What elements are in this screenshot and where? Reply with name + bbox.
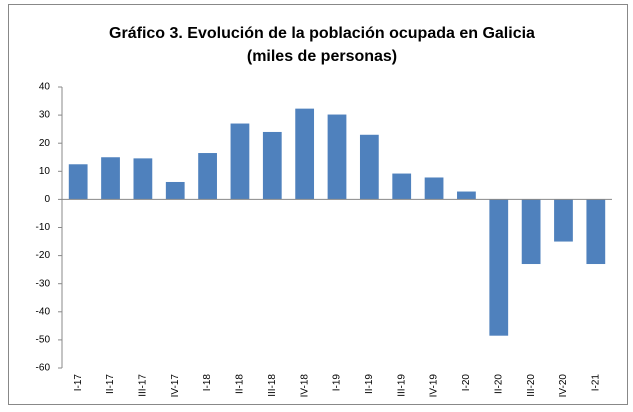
y-tick-label: -30	[36, 278, 51, 289]
y-tick-label: 10	[39, 166, 51, 177]
chart-title: Gráfico 3. Evolución de la población ocu…	[109, 25, 535, 42]
y-tick-label: 30	[39, 110, 51, 121]
x-tick-label: II-19	[364, 374, 375, 394]
y-tick-label: -50	[36, 335, 51, 346]
bar	[457, 191, 476, 200]
bar	[230, 123, 250, 200]
x-tick-label: III-19	[396, 374, 407, 397]
x-tick-label: III-20	[526, 374, 537, 397]
bar	[489, 199, 509, 336]
y-tick-label: 40	[39, 82, 51, 93]
bar	[295, 108, 315, 200]
x-tick-label: I-21	[590, 374, 601, 392]
bar	[198, 153, 217, 200]
chart-subtitle: (miles de personas)	[247, 48, 397, 65]
y-tick-label: -20	[36, 250, 51, 261]
bar	[101, 157, 120, 200]
bar	[392, 173, 412, 200]
x-tick-label: IV-17	[170, 374, 181, 398]
x-tick-label: II-17	[105, 374, 116, 394]
x-tick-label: II-20	[493, 374, 504, 394]
x-tick-label: I-19	[332, 374, 343, 392]
bar	[165, 181, 185, 200]
bar	[359, 134, 379, 200]
bar	[262, 131, 282, 200]
x-tick-label: I-20	[461, 374, 472, 392]
bar	[521, 199, 541, 265]
bar	[327, 114, 347, 200]
x-tick-label: IV-20	[558, 374, 569, 398]
x-tick-label: II-18	[235, 374, 246, 394]
y-tick-label: 0	[44, 194, 50, 205]
x-tick-label: I-18	[202, 374, 213, 392]
bar	[586, 199, 606, 265]
x-tick-label: I-17	[73, 374, 84, 392]
x-tick-label: III-17	[138, 374, 149, 397]
x-tick-label: III-18	[267, 374, 278, 397]
bar	[424, 177, 444, 200]
y-tick-label: -40	[36, 306, 51, 317]
bar	[554, 199, 573, 242]
bar	[133, 158, 153, 200]
bar	[68, 164, 88, 200]
x-tick-label: IV-19	[429, 374, 440, 398]
x-tick-label: IV-18	[299, 374, 310, 398]
y-tick-label: 20	[39, 138, 51, 149]
y-tick-label: -10	[36, 222, 51, 233]
y-tick-label: -60	[36, 363, 51, 374]
